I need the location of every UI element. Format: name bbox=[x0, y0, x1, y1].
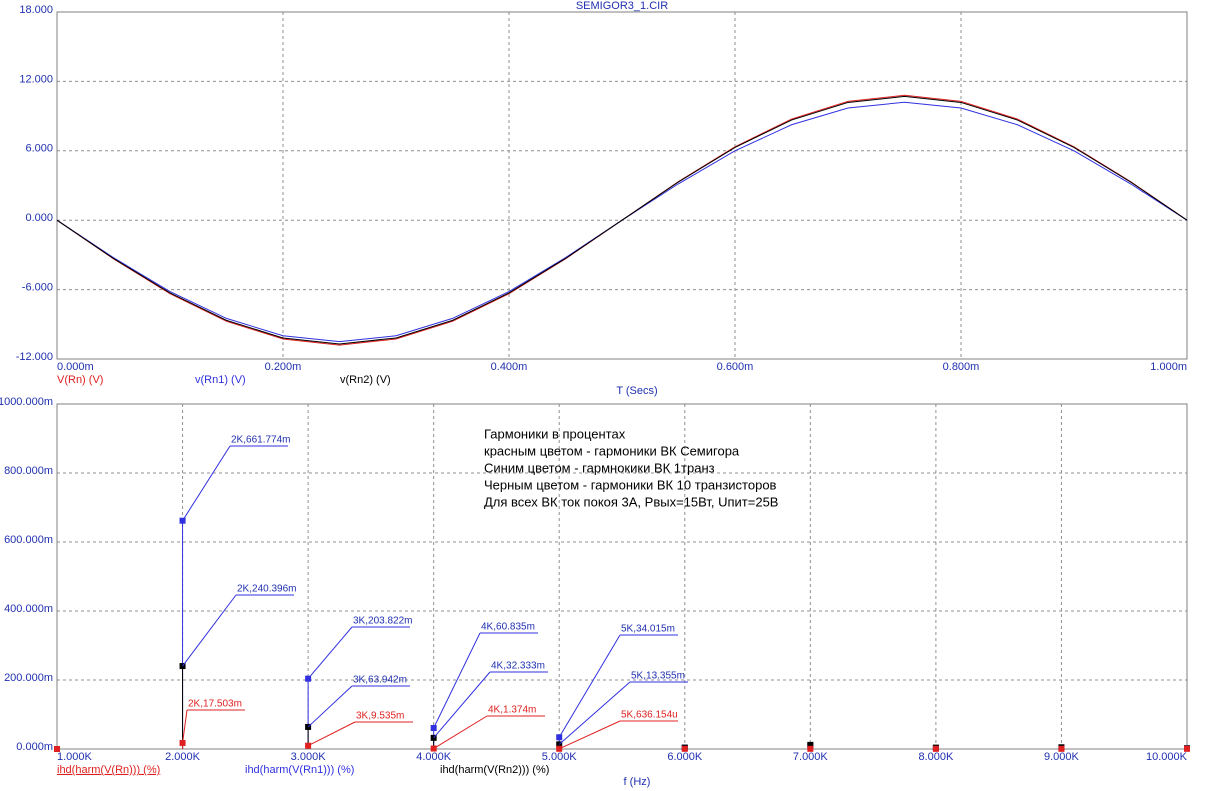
value-label: 3K,203.822m bbox=[353, 616, 413, 627]
annotation: Гармоники в процентах bbox=[484, 426, 626, 441]
y-tick-label: 400.000m bbox=[4, 603, 53, 615]
leader-line bbox=[307, 721, 356, 747]
stem-marker bbox=[932, 745, 939, 752]
legend-entry: v(Rn1) (V) bbox=[195, 374, 246, 386]
legend-entry: V(Rn) (V) bbox=[57, 374, 103, 386]
value-label: 3K,63.942m bbox=[353, 675, 407, 686]
y-tick-label: 800.000m bbox=[4, 465, 53, 477]
x-tick-label: 9.000K bbox=[1044, 751, 1080, 763]
y-tick-label: 12.000 bbox=[19, 73, 53, 85]
value-label: 3K,9.535m bbox=[356, 711, 404, 722]
y-tick-label: 0.000m bbox=[16, 741, 53, 753]
x-tick-label: 8.000K bbox=[918, 751, 954, 763]
x-tick-label: 1.000K bbox=[57, 751, 93, 763]
x-tick-label: 5.000K bbox=[542, 751, 578, 763]
y-tick-label: -12.000 bbox=[16, 351, 53, 363]
x-tick-label: 0.600m bbox=[717, 361, 754, 373]
x-tick-label: 6.000K bbox=[667, 751, 703, 763]
x-tick-label: 3.000K bbox=[291, 751, 327, 763]
leader-line bbox=[558, 634, 621, 738]
leader-line bbox=[433, 671, 491, 739]
value-label: 2K,17.503m bbox=[188, 699, 242, 710]
leader-line bbox=[182, 445, 231, 521]
stem-marker bbox=[807, 741, 814, 748]
y-tick-label: 0.000 bbox=[25, 212, 53, 224]
y-tick-label: 18.000 bbox=[19, 4, 53, 16]
x-tick-label: 1.000m bbox=[1150, 361, 1187, 373]
leader-line bbox=[307, 685, 353, 728]
y-tick-label: 600.000m bbox=[4, 534, 53, 546]
y-tick-label: -6.000 bbox=[22, 282, 53, 294]
stem-marker bbox=[1184, 745, 1190, 752]
stem-marker bbox=[681, 745, 688, 752]
stem-marker bbox=[54, 746, 60, 752]
x-tick-label: 0.000m bbox=[57, 361, 94, 373]
legend-entry: v(Rn2) (V) bbox=[340, 374, 391, 386]
value-label: 4K,32.333m bbox=[491, 661, 545, 672]
x-tick-label: 0.800m bbox=[943, 361, 980, 373]
x-tick-label: 0.400m bbox=[491, 361, 528, 373]
x-axis-label: f (Hz) bbox=[624, 776, 651, 788]
leader-line bbox=[558, 681, 631, 745]
y-tick-label: 6.000 bbox=[25, 143, 53, 155]
leader-line bbox=[559, 720, 621, 750]
chart-title: SEMIGOR3_1.CIR bbox=[576, 0, 668, 12]
leader-line bbox=[433, 632, 481, 729]
legend-entry: ihd(harm(V(Rn1))) (%) bbox=[245, 764, 354, 776]
y-tick-label: 1000.000m bbox=[0, 396, 53, 408]
annotation: Синим цветом - гармнокики ВК 1транз bbox=[484, 460, 715, 475]
x-tick-label: 2.000K bbox=[165, 751, 201, 763]
legend-entry: ihd(harm(V(Rn))) (%) bbox=[57, 764, 160, 776]
value-label: 5K,636.154u bbox=[621, 710, 678, 721]
value-label: 2K,661.774m bbox=[231, 435, 291, 446]
value-label: 4K,60.835m bbox=[481, 622, 535, 633]
value-label: 2K,240.396m bbox=[237, 584, 297, 595]
leader-line bbox=[182, 594, 237, 667]
stem-marker bbox=[807, 745, 814, 752]
y-tick-label: 200.000m bbox=[4, 672, 53, 684]
plot-frame bbox=[56, 403, 1188, 750]
x-tick-label: 7.000K bbox=[793, 751, 829, 763]
leader-line bbox=[433, 715, 488, 749]
value-label: 5K,13.355m bbox=[631, 671, 685, 682]
value-label: 4K,1.374m bbox=[488, 705, 536, 716]
annotation: Черным цветом - гармоники ВК 10 транзист… bbox=[484, 477, 777, 492]
x-tick-label: 0.200m bbox=[265, 361, 302, 373]
annotation: Для всех ВК ток покоя 3А, Рвых=15Вт, Uпи… bbox=[484, 494, 778, 509]
x-tick-label: 10.000K bbox=[1146, 751, 1188, 763]
leader-line bbox=[307, 626, 353, 680]
stem-marker bbox=[1058, 745, 1065, 752]
x-tick-label: 4.000K bbox=[416, 751, 452, 763]
leader-line bbox=[182, 709, 188, 744]
x-axis-label: T (Secs) bbox=[616, 385, 657, 397]
value-label: 5K,34.015m bbox=[621, 624, 675, 635]
plot-frame bbox=[56, 11, 1188, 360]
line-series bbox=[56, 95, 1188, 345]
legend-entry: ihd(harm(V(Rn2))) (%) bbox=[440, 764, 549, 776]
annotation: красным цветом - гармоники ВК Семигора bbox=[484, 443, 740, 458]
